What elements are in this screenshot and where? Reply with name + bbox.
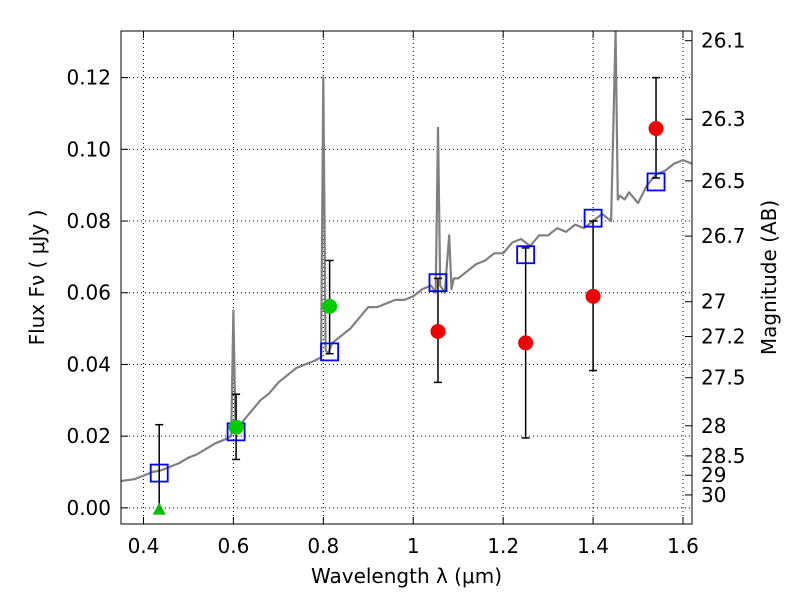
model-photometry-point [149, 463, 169, 483]
x-tick-label: 1.2 [487, 534, 519, 558]
model-photometry-point [428, 273, 448, 293]
x-tick-label: 0.6 [217, 534, 249, 558]
y-tick-label: 0.08 [66, 209, 111, 233]
grid-lines [121, 31, 692, 524]
model-photometry-point [583, 208, 603, 228]
y2-tick-label: 27.5 [701, 366, 746, 390]
y2-tick-label: 30 [701, 483, 726, 507]
y-tick-label: 0.04 [66, 352, 111, 376]
spectrum-line [121, 31, 692, 483]
y-tick-label: 0.02 [66, 424, 111, 448]
y2-tick-label: 29 [701, 463, 726, 487]
y2-tick-label: 26.7 [701, 224, 746, 248]
x-tick-label: 1.6 [667, 534, 699, 558]
y-tick-label: 0.10 [66, 137, 111, 161]
model-photometry-point [646, 172, 666, 192]
y2-tick-label: 27.2 [701, 324, 746, 348]
y2-tick-label: 27 [701, 290, 726, 314]
observed-optical-point [228, 419, 244, 435]
y2-tick-label: 28 [701, 414, 726, 438]
y-axis-label: Flux Fν ( μJy ) [25, 210, 49, 346]
observed-infrared-point [648, 121, 664, 137]
x-tick-label: 1.4 [577, 534, 609, 558]
x-tick-label: 0.8 [307, 534, 339, 558]
observed-infrared-point [518, 335, 534, 351]
y2-tick-label: 26.5 [701, 169, 746, 193]
plot-frame [120, 30, 693, 525]
observed-infrared-point [430, 323, 446, 339]
y-tick-label: 0.00 [66, 496, 111, 520]
model-photometry-point [320, 342, 340, 362]
x-axis-label: Wavelength λ (μm) [311, 564, 502, 588]
y2-tick-label: 28.5 [701, 444, 746, 468]
marker-layer [149, 121, 666, 515]
y-tick-label: 0.06 [66, 281, 111, 305]
y2-tick-label: 26.3 [701, 107, 746, 131]
upper-limit-point [152, 502, 166, 515]
spectrum-layer [121, 31, 692, 483]
y2-axis-label: Magnitude (AB) [757, 200, 781, 355]
y2-tick-label: 26.1 [701, 29, 746, 53]
x-tick-label: 0.4 [128, 534, 160, 558]
x-tick-label: 1 [407, 534, 420, 558]
tick-layer: 0.4 0.6 0.8 1 1.2 1.4 1.6 0.00 0.02 0.04 0.06 0.08 0… [66, 29, 745, 558]
model-photometry-point [516, 245, 536, 265]
y-tick-label: 0.12 [66, 66, 111, 90]
errorbar-layer [155, 76, 661, 510]
observed-infrared-point [585, 288, 601, 304]
observed-optical-point [322, 298, 338, 314]
